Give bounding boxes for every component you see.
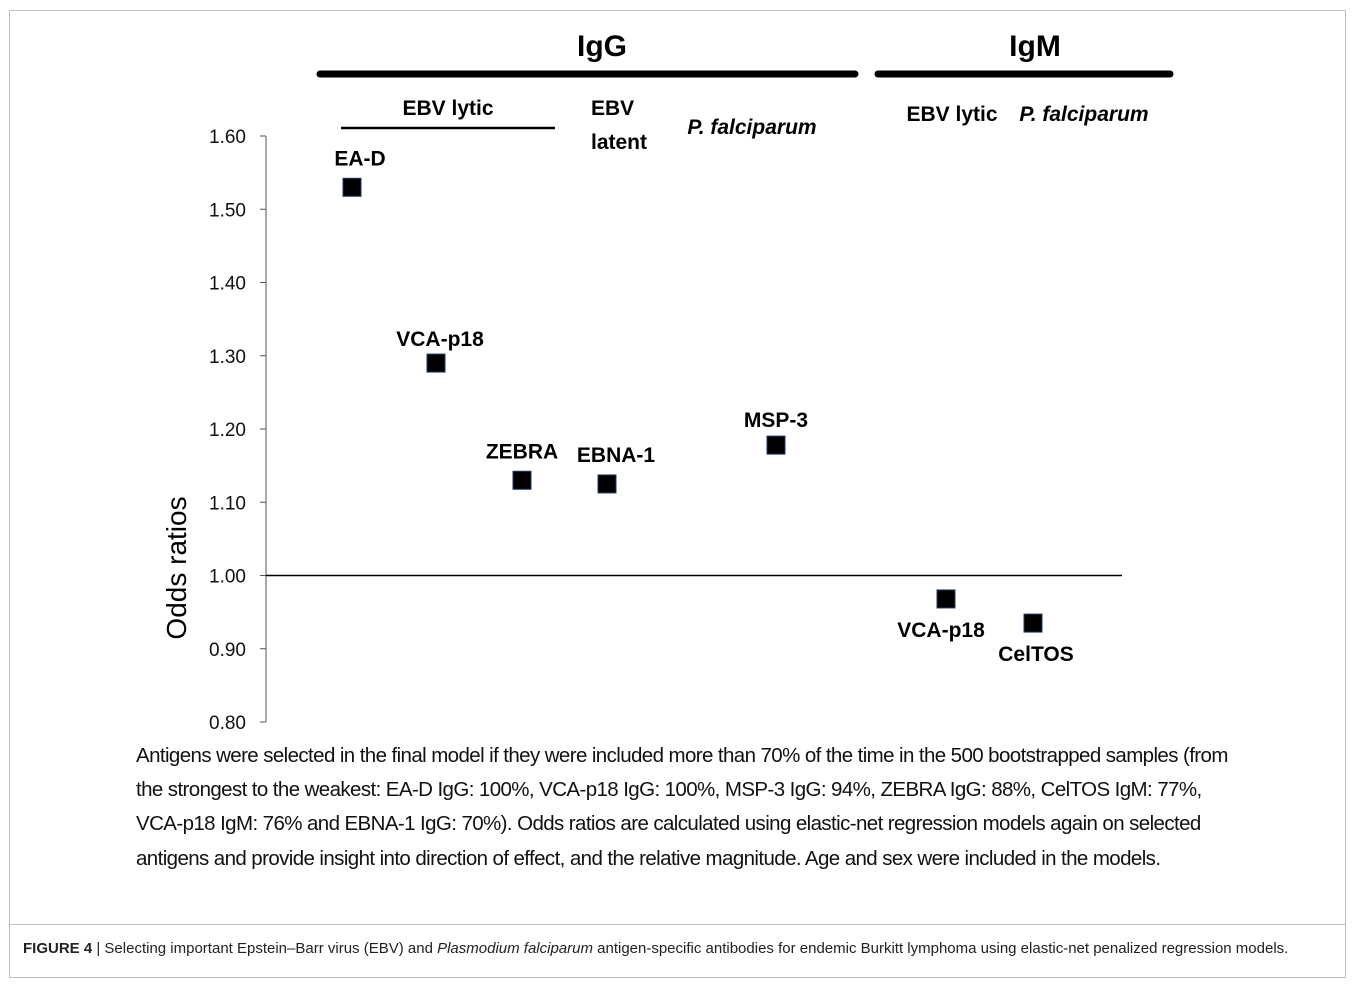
data-point-marker bbox=[766, 435, 786, 455]
y-axis-label: Odds ratios bbox=[161, 496, 192, 639]
group-label-igm: IgM bbox=[1009, 30, 1061, 63]
caption-text-1: Selecting important Epstein–Barr virus (… bbox=[104, 940, 438, 957]
figure-frame bbox=[9, 10, 1346, 978]
y-tick-label: 1.20 bbox=[209, 420, 246, 441]
caption-species: Plasmodium falciparum bbox=[437, 940, 593, 957]
caption-text-2: antigen-specific antibodies for endemic … bbox=[592, 940, 1289, 957]
data-point-label: ZEBRA bbox=[486, 440, 558, 463]
subgroup-label-igg-pfalciparum: P. falciparum bbox=[687, 116, 816, 139]
data-point-label: MSP-3 bbox=[744, 409, 808, 432]
data-point-marker bbox=[512, 470, 532, 490]
chart-footnote: Antigens were selected in the final mode… bbox=[136, 744, 1228, 870]
data-point-label: EBNA-1 bbox=[577, 444, 655, 467]
data-point-label: CelTOS bbox=[998, 643, 1073, 666]
caption-divider bbox=[9, 924, 1346, 925]
data-point-label: VCA-p18 bbox=[396, 328, 484, 351]
y-tick-label: 0.90 bbox=[209, 640, 246, 661]
data-point-marker bbox=[1023, 613, 1043, 633]
y-tick-label: 0.80 bbox=[209, 713, 246, 734]
subgroup-label-igg-ebv-lytic: EBV lytic bbox=[402, 97, 493, 120]
y-tick-label: 1.40 bbox=[209, 274, 246, 295]
data-point-label: EA-D bbox=[334, 147, 385, 170]
data-point-label: VCA-p18 bbox=[897, 619, 985, 642]
y-tick-label: 1.50 bbox=[209, 200, 246, 221]
subgroup-label-igg-ebv-latent-line1: EBV bbox=[591, 97, 634, 120]
y-tick-label: 1.30 bbox=[209, 347, 246, 368]
y-tick-label: 1.10 bbox=[209, 493, 246, 514]
data-points: EA-D VCA-p18 ZEBRA EBNA-1 MSP-3 VCA-p18 CelTOS bbox=[334, 147, 1073, 666]
odds-ratio-chart: IgG IgM EBV lytic EBV latent P. falcipar… bbox=[161, 30, 1174, 734]
data-point-marker bbox=[342, 177, 362, 197]
caption-separator: | bbox=[92, 940, 105, 957]
subgroup-label-igm-pfalciparum: P. falciparum bbox=[1019, 103, 1148, 126]
data-point-marker bbox=[426, 353, 446, 373]
group-label-igg: IgG bbox=[577, 30, 627, 63]
figure-caption: FIGURE 4 | Selecting important Epstein–B… bbox=[23, 938, 1323, 960]
y-tick-label: 1.60 bbox=[209, 127, 246, 148]
figure-label: FIGURE 4 bbox=[23, 940, 93, 957]
y-axis: 0.80 0.90 1.00 1.10 1.20 1.30 1.40 1.50 1.60 bbox=[209, 127, 267, 734]
subgroup-label-igm-ebv-lytic: EBV lytic bbox=[906, 103, 997, 126]
data-point-marker bbox=[936, 589, 956, 609]
data-point-marker bbox=[597, 474, 617, 494]
subgroup-label-igg-ebv-latent: EBV latent bbox=[591, 97, 647, 154]
subgroup-label-igg-ebv-latent-line2: latent bbox=[591, 131, 647, 154]
y-tick-label: 1.00 bbox=[209, 567, 246, 588]
